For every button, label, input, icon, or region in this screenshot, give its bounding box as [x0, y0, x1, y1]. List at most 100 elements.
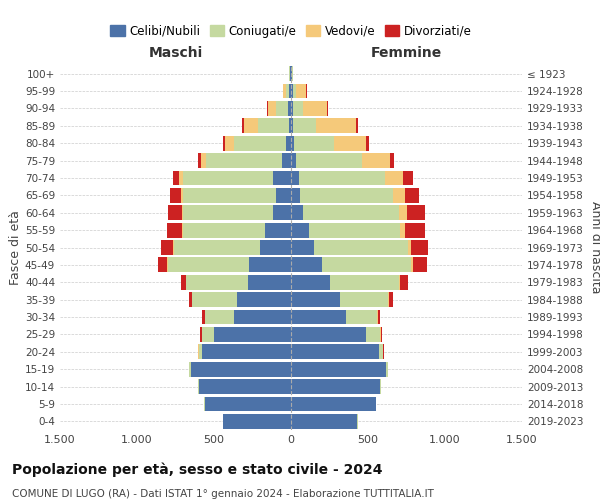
Bar: [282, 153, 291, 168]
Bar: [202, 327, 214, 342]
Bar: [405, 188, 419, 202]
Bar: [389, 292, 392, 307]
Bar: [291, 310, 346, 324]
Bar: [158, 258, 167, 272]
Bar: [225, 136, 234, 150]
Bar: [291, 362, 386, 376]
Bar: [291, 222, 310, 238]
Bar: [186, 275, 248, 289]
Bar: [193, 292, 237, 307]
Legend: Celibi/Nubili, Coniugati/e, Vedovi/e, Divorziati/e: Celibi/Nubili, Coniugati/e, Vedovi/e, Di…: [106, 20, 476, 42]
Bar: [322, 258, 411, 272]
Bar: [275, 188, 291, 202]
Bar: [296, 153, 362, 168]
Bar: [291, 414, 357, 428]
Bar: [346, 310, 377, 324]
Bar: [379, 344, 383, 359]
Text: COMUNE DI LUGO (RA) - Dati ISTAT 1° gennaio 2024 - Elaborazione TUTTITALIA.IT: COMUNE DI LUGO (RA) - Dati ISTAT 1° genn…: [12, 489, 434, 499]
Bar: [223, 136, 225, 150]
Bar: [291, 118, 293, 133]
Bar: [291, 327, 367, 342]
Bar: [199, 379, 291, 394]
Bar: [293, 84, 296, 98]
Bar: [291, 240, 314, 255]
Bar: [214, 327, 291, 342]
Bar: [291, 136, 294, 150]
Bar: [190, 362, 191, 376]
Bar: [205, 310, 234, 324]
Bar: [181, 275, 186, 289]
Bar: [399, 275, 400, 289]
Bar: [168, 258, 250, 272]
Bar: [291, 275, 329, 289]
Bar: [304, 206, 399, 220]
Bar: [292, 66, 293, 81]
Bar: [173, 170, 179, 186]
Bar: [197, 344, 199, 359]
Bar: [327, 101, 328, 116]
Bar: [300, 188, 392, 202]
Bar: [183, 170, 272, 186]
Bar: [244, 118, 258, 133]
Bar: [167, 222, 182, 238]
Bar: [202, 310, 205, 324]
Bar: [299, 170, 385, 186]
Bar: [389, 153, 394, 168]
Bar: [291, 292, 340, 307]
Bar: [340, 292, 388, 307]
Bar: [202, 344, 291, 359]
Bar: [182, 206, 183, 220]
Bar: [291, 258, 322, 272]
Bar: [198, 153, 201, 168]
Bar: [367, 136, 369, 150]
Bar: [314, 240, 408, 255]
Bar: [288, 101, 291, 116]
Bar: [289, 66, 290, 81]
Bar: [250, 258, 291, 272]
Bar: [408, 240, 411, 255]
Bar: [183, 222, 265, 238]
Bar: [411, 258, 413, 272]
Bar: [191, 362, 291, 376]
Bar: [403, 170, 413, 186]
Bar: [181, 188, 183, 202]
Bar: [290, 66, 291, 81]
Bar: [380, 379, 381, 394]
Bar: [291, 396, 376, 411]
Bar: [173, 240, 174, 255]
Bar: [291, 379, 380, 394]
Bar: [291, 84, 293, 98]
Bar: [316, 118, 356, 133]
Bar: [291, 153, 296, 168]
Bar: [329, 275, 399, 289]
Bar: [200, 327, 202, 342]
Bar: [293, 118, 316, 133]
Bar: [293, 101, 302, 116]
Bar: [198, 379, 199, 394]
Text: Femmine: Femmine: [371, 46, 442, 60]
Bar: [234, 310, 291, 324]
Bar: [367, 327, 380, 342]
Bar: [199, 344, 202, 359]
Bar: [399, 206, 407, 220]
Bar: [388, 292, 389, 307]
Text: Maschi: Maschi: [148, 46, 203, 60]
Bar: [362, 153, 389, 168]
Bar: [275, 101, 288, 116]
Bar: [268, 101, 275, 116]
Bar: [161, 240, 173, 255]
Bar: [334, 136, 367, 150]
Bar: [385, 170, 403, 186]
Bar: [407, 206, 425, 220]
Bar: [265, 222, 291, 238]
Bar: [291, 206, 304, 220]
Bar: [189, 292, 192, 307]
Bar: [174, 240, 260, 255]
Bar: [182, 222, 183, 238]
Bar: [400, 275, 408, 289]
Bar: [302, 101, 327, 116]
Bar: [237, 292, 291, 307]
Bar: [168, 206, 182, 220]
Bar: [296, 84, 307, 98]
Bar: [179, 170, 183, 186]
